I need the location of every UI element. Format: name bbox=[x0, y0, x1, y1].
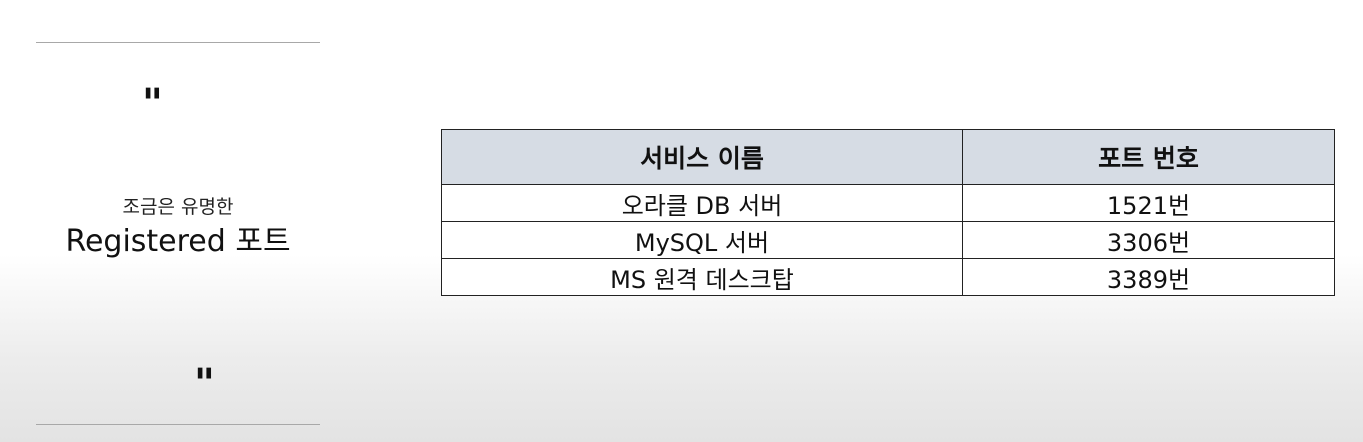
header-service-name: 서비스 이름 bbox=[441, 129, 963, 185]
header-port-number: 포트 번호 bbox=[962, 129, 1335, 185]
table-header-row: 서비스 이름 포트 번호 bbox=[441, 129, 1335, 185]
slide-headline: Registered 포트 bbox=[65, 224, 291, 259]
table-row: 오라클 DB 서버 1521번 bbox=[441, 184, 1335, 222]
slide-subtitle: 조금은 유명한 bbox=[122, 196, 234, 218]
port-number-cell: 1521번 bbox=[962, 184, 1335, 222]
top-divider bbox=[36, 42, 320, 43]
bottom-divider bbox=[36, 424, 320, 425]
table-row: MySQL 서버 3306번 bbox=[441, 221, 1335, 259]
close-quote-mark: " bbox=[194, 361, 215, 407]
service-name-cell: MySQL 서버 bbox=[441, 221, 963, 259]
port-table: 서비스 이름 포트 번호 오라클 DB 서버 1521번 MySQL 서버 33… bbox=[441, 129, 1335, 296]
service-name-cell: 오라클 DB 서버 bbox=[441, 184, 963, 222]
open-quote-mark: " bbox=[142, 81, 163, 127]
service-name-cell: MS 원격 데스크탑 bbox=[441, 258, 963, 296]
table-row: MS 원격 데스크탑 3389번 bbox=[441, 258, 1335, 296]
port-number-cell: 3389번 bbox=[962, 258, 1335, 296]
port-number-cell: 3306번 bbox=[962, 221, 1335, 259]
